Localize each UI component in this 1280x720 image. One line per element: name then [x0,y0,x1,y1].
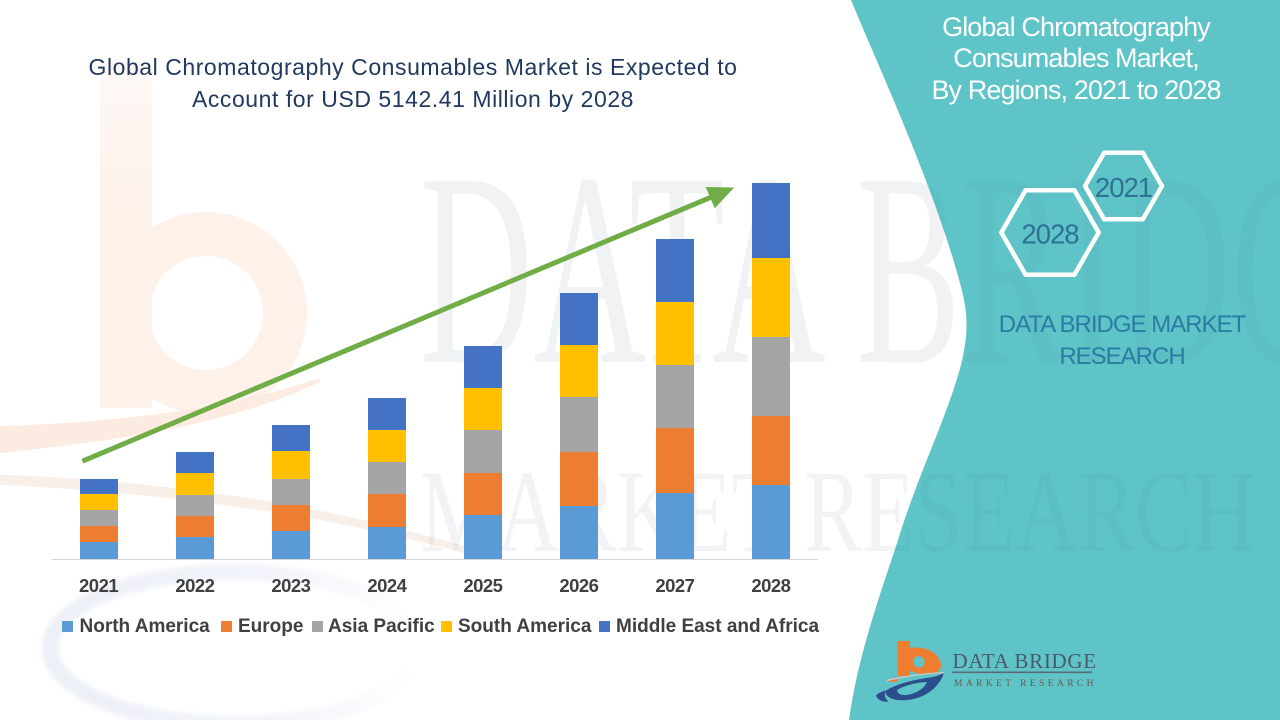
svg-text:2021: 2021 [1095,172,1152,203]
svg-text:2028: 2028 [1021,219,1079,250]
svg-text:MARKET RESEARCH: MARKET RESEARCH [954,679,1097,689]
svg-text:DATA BRIDGE: DATA BRIDGE [953,649,1097,673]
